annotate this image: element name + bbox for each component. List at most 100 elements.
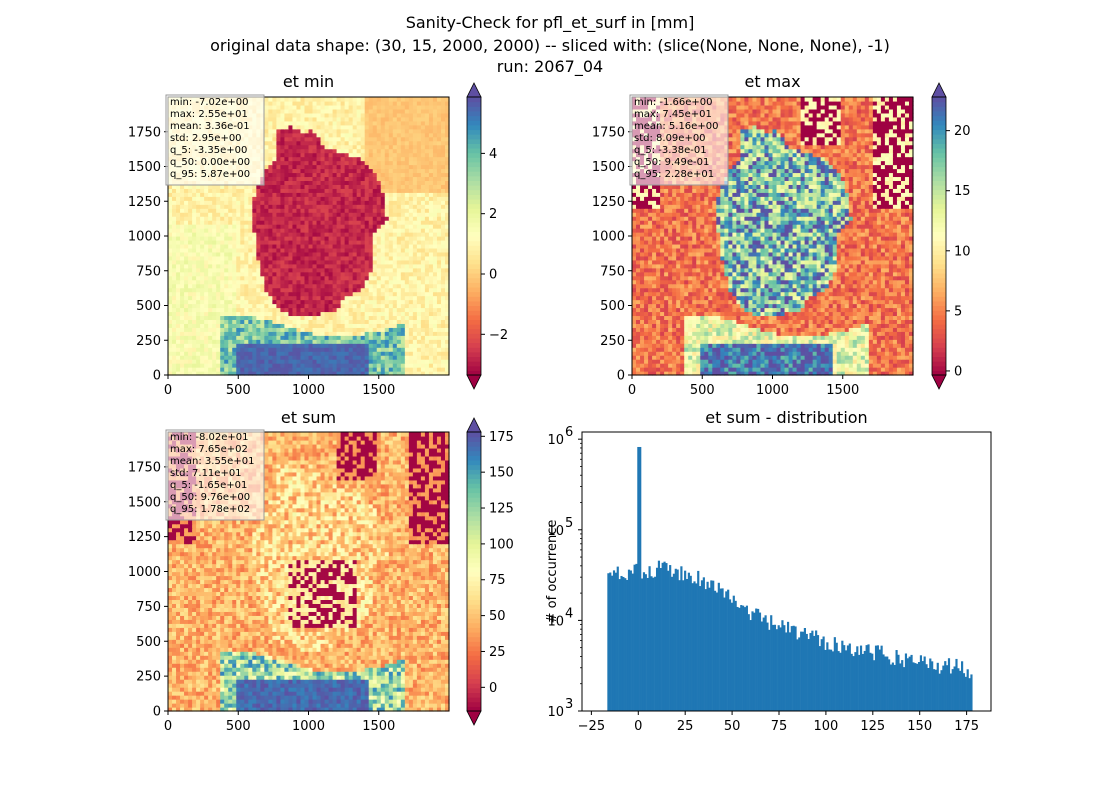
heatmap-cell	[316, 331, 322, 336]
heatmap-cell	[364, 152, 370, 158]
heatmap-cell	[268, 335, 273, 340]
heatmap-cell	[428, 116, 434, 122]
heatmap-cell	[240, 319, 245, 324]
heatmap-cell	[440, 188, 446, 193]
heatmap-cell	[260, 200, 265, 205]
heatmap-cell	[404, 335, 410, 340]
heatmap-cell	[356, 172, 362, 178]
heatmap-cell	[336, 164, 342, 170]
heatmap-cell	[380, 140, 386, 146]
heatmap-cell	[244, 216, 249, 221]
heatmap-cell	[192, 267, 197, 273]
heatmap-cell	[312, 267, 318, 273]
heatmap-cell	[284, 176, 290, 181]
heatmap-cell	[376, 156, 382, 162]
heatmap-cell	[172, 291, 177, 297]
heatmap-cell	[192, 327, 197, 332]
heatmap-cell	[320, 323, 326, 328]
heatmap-cell	[168, 196, 173, 201]
panel-title-et-max: et max	[744, 72, 801, 91]
heatmap-cell	[332, 355, 338, 360]
heatmap-cell	[444, 247, 450, 253]
heatmap-cell	[236, 267, 241, 273]
heatmap-cell	[244, 283, 249, 289]
heatmap-cell	[436, 275, 442, 281]
heatmap-cell	[316, 339, 322, 344]
heatmap-cell	[204, 291, 209, 297]
heatmap-cell	[424, 315, 430, 320]
heatmap-cell	[276, 120, 281, 126]
heatmap-cell	[432, 239, 438, 245]
heatmap-cell	[228, 351, 233, 356]
heatmap-cell	[412, 228, 418, 233]
heatmap-cell	[344, 188, 350, 193]
heatmap-cell	[184, 315, 189, 320]
heatmap-cell	[352, 263, 358, 269]
heatmap-cell	[276, 208, 281, 213]
heatmap-cell	[196, 359, 201, 364]
heatmap-cell	[324, 295, 330, 301]
heatmap-cell	[280, 97, 286, 102]
heatmap-cell	[416, 144, 422, 150]
heatmap-cell	[432, 108, 438, 114]
heatmap-cell	[356, 184, 362, 189]
heatmap-cell	[212, 363, 217, 368]
heatmap-cell	[244, 295, 249, 301]
heatmap-cell	[384, 200, 390, 205]
heatmap-cell	[372, 343, 378, 348]
heatmap-cell	[412, 267, 418, 273]
heatmap-cell	[408, 184, 414, 189]
heatmap-cell	[224, 271, 229, 277]
heatmap-cell	[268, 156, 273, 162]
heatmap-cell	[344, 196, 350, 201]
heatmap-cell	[360, 295, 366, 301]
heatmap-cell	[248, 184, 253, 189]
heatmap-cell	[412, 263, 418, 269]
heatmap-cell	[392, 132, 398, 138]
heatmap-cell	[348, 204, 354, 209]
heatmap-cell	[332, 200, 338, 205]
heatmap-cell	[300, 331, 306, 336]
heatmap-cell	[200, 279, 205, 285]
heatmap-cell	[392, 275, 398, 281]
heatmap-cell	[360, 108, 366, 114]
heatmap-cell	[428, 97, 434, 102]
heatmap-cell	[232, 335, 237, 340]
heatmap-cell	[236, 355, 241, 360]
heatmap-cell	[264, 247, 269, 253]
heatmap-cell	[412, 208, 418, 213]
heatmap-cell	[388, 355, 394, 360]
heatmap-cell	[248, 196, 253, 201]
heatmap-cell	[392, 295, 398, 301]
heatmap-cell	[436, 156, 442, 162]
heatmap-cell	[228, 271, 233, 277]
heatmap-cell	[368, 363, 374, 368]
heatmap-cell	[296, 132, 302, 138]
heatmap-cell	[204, 319, 209, 324]
heatmap-cell	[336, 327, 342, 332]
heatmap-cell	[304, 128, 310, 134]
heatmap-cell	[440, 97, 446, 102]
heatmap-cell	[356, 263, 362, 269]
heatmap-cell	[296, 279, 302, 285]
heatmap-cell	[200, 184, 205, 189]
heatmap-cell	[304, 255, 310, 261]
heatmap-cell	[304, 263, 310, 269]
heatmap-cell	[412, 156, 418, 162]
heatmap-cell	[296, 184, 302, 189]
heatmap-cell	[440, 156, 446, 162]
heatmap-cell	[416, 259, 422, 265]
heatmap-cell	[444, 363, 450, 368]
heatmap-cell	[204, 347, 209, 352]
heatmap-cell	[312, 323, 318, 328]
heatmap-cell	[380, 287, 386, 293]
heatmap-cell	[416, 172, 422, 178]
heatmap-cell	[288, 208, 294, 213]
heatmap-cell	[368, 148, 374, 154]
heatmap-cell	[400, 236, 406, 241]
heatmap-cell	[320, 251, 326, 257]
heatmap-cell	[268, 247, 273, 253]
heatmap-cell	[344, 156, 350, 162]
heatmap-cell	[196, 247, 201, 253]
heatmap-cell	[220, 224, 225, 229]
